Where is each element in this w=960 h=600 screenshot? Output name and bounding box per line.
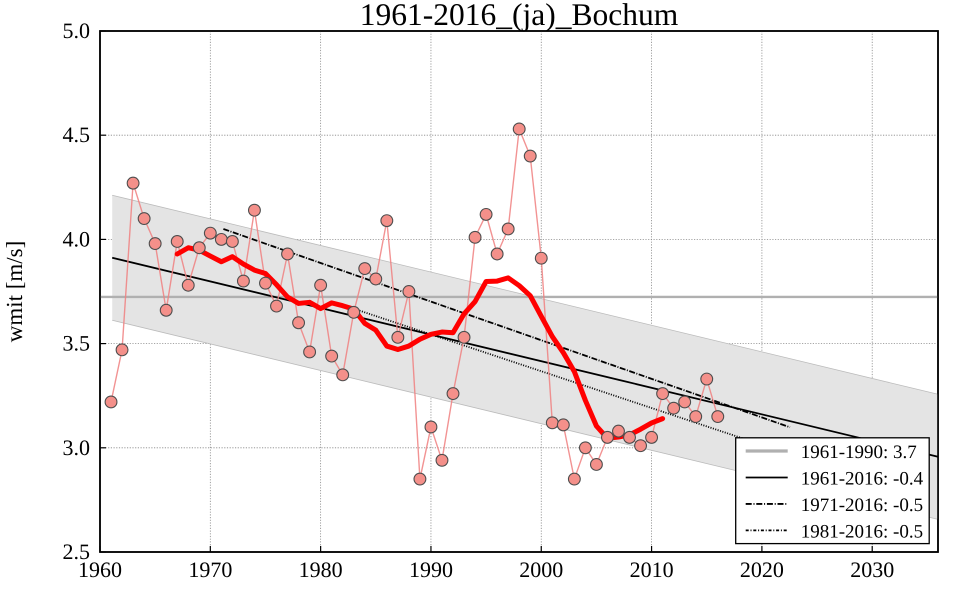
svg-text:2030: 2030 [850,557,894,582]
svg-text:1961-1990: 3.7: 1961-1990: 3.7 [801,442,917,463]
svg-text:1990: 1990 [409,557,453,582]
svg-text:3.0: 3.0 [63,435,91,460]
svg-text:4.0: 4.0 [63,226,91,251]
svg-text:1980: 1980 [299,557,343,582]
svg-text:1961-2016: -0.4: 1961-2016: -0.4 [801,468,924,489]
svg-text:1971-2016: -0.5: 1971-2016: -0.5 [801,495,923,516]
svg-text:4.5: 4.5 [63,122,91,147]
svg-text:2000: 2000 [519,557,563,582]
svg-text:1970: 1970 [188,557,232,582]
svg-text:1981-2016: -0.5: 1981-2016: -0.5 [801,521,923,542]
svg-text:2020: 2020 [740,557,784,582]
svg-text:5.0: 5.0 [63,18,91,43]
svg-text:2010: 2010 [630,557,674,582]
svg-text:wmit [m/s]: wmit [m/s] [2,241,27,343]
svg-text:1961-2016_(ja)_Bochum: 1961-2016_(ja)_Bochum [360,0,679,32]
svg-text:2.5: 2.5 [63,539,91,564]
svg-text:3.5: 3.5 [63,331,91,356]
